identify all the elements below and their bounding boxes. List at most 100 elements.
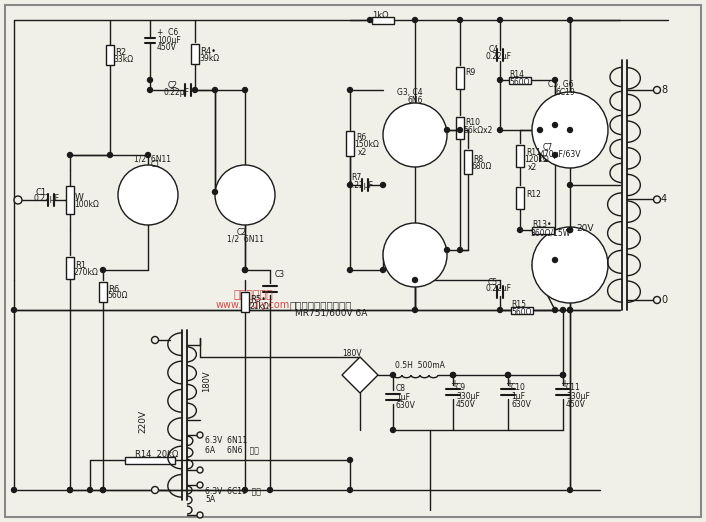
Text: 560Ω: 560Ω [511,308,532,317]
Circle shape [145,152,150,158]
Bar [372,17,394,23]
Circle shape [537,127,542,133]
Text: 0.22μF: 0.22μF [34,194,60,203]
Text: 1μF: 1μF [396,393,410,402]
Circle shape [197,482,203,488]
Text: 1/2  6N11: 1/2 6N11 [134,155,171,164]
Bar [456,117,464,139]
Bar [532,227,554,233]
Text: 1/2  6N11: 1/2 6N11 [227,235,264,244]
Text: 360Ω/15W: 360Ω/15W [530,228,570,237]
Text: 270kΩ: 270kΩ [73,268,98,277]
Text: R6: R6 [356,133,366,142]
Circle shape [450,373,455,377]
Text: 220V: 220V [138,410,147,433]
Circle shape [68,488,73,492]
Text: +  C6: + C6 [157,28,178,37]
Circle shape [118,165,178,225]
Circle shape [553,152,558,158]
Text: 0.22μF: 0.22μF [485,284,511,293]
Text: 摩托罗拉快恢复二极管: 摩托罗拉快恢复二极管 [290,300,352,310]
Circle shape [68,488,73,492]
Text: 39kΩ: 39kΩ [199,54,219,63]
Circle shape [11,307,16,313]
Bar [346,130,354,156]
Text: 180V: 180V [342,349,361,358]
Text: 560Ω: 560Ω [509,78,530,87]
Text: R2: R2 [115,48,126,57]
Circle shape [148,77,152,82]
Text: C2: C2 [168,81,178,90]
Bar [66,257,74,279]
Text: R15: R15 [511,300,526,309]
Circle shape [383,223,447,287]
Text: 120kΩ: 120kΩ [524,155,549,164]
Circle shape [347,457,352,462]
Text: 630V: 630V [396,401,416,410]
Circle shape [107,152,112,158]
Circle shape [505,373,510,377]
Text: 330μF: 330μF [566,392,590,401]
Circle shape [68,152,73,158]
Circle shape [445,247,450,253]
Circle shape [268,488,273,492]
Text: C7: C7 [543,143,553,152]
Circle shape [347,183,352,187]
Circle shape [568,307,573,313]
Circle shape [568,183,573,187]
Circle shape [242,267,248,272]
Circle shape [193,88,198,92]
Circle shape [517,228,522,232]
Text: R1: R1 [75,261,86,270]
Circle shape [553,307,558,313]
Text: R12: R12 [526,190,541,199]
Circle shape [568,127,573,133]
Text: 1μF: 1μF [511,392,525,401]
Circle shape [412,18,417,22]
Bar [456,67,464,89]
Bar [241,292,249,312]
Circle shape [242,267,248,272]
Circle shape [561,307,566,313]
Text: 4: 4 [661,194,667,204]
Text: 6A     6N6   灯丝: 6A 6N6 灯丝 [205,445,259,454]
Text: MR751/600V 6A: MR751/600V 6A [295,308,367,317]
Text: 100μF: 100μF [157,36,181,45]
Text: x2: x2 [528,163,537,172]
Text: x2: x2 [358,148,367,157]
Circle shape [213,189,217,195]
Bar [509,77,531,84]
Text: W: W [75,193,84,202]
Text: 450V: 450V [456,400,476,409]
Circle shape [368,18,373,22]
Circle shape [390,428,395,433]
Circle shape [381,183,385,187]
Circle shape [568,488,573,492]
Text: R9: R9 [465,68,475,77]
Text: C4: C4 [489,45,499,54]
Circle shape [505,373,510,377]
Text: +: + [450,379,458,389]
Text: 150kΩ: 150kΩ [354,140,379,149]
Text: +: + [505,379,513,389]
Text: 0.5H  500mA: 0.5H 500mA [395,361,445,370]
Text: www.dzdiy.com: www.dzdiy.com [216,300,290,310]
Text: R7: R7 [351,173,361,182]
Text: R4•: R4• [200,47,216,56]
Text: 0: 0 [661,295,667,305]
Text: C10: C10 [511,383,526,392]
Circle shape [450,373,455,377]
Circle shape [347,488,352,492]
Text: 20V: 20V [576,224,594,233]
Circle shape [383,103,447,167]
Text: 33kΩ: 33kΩ [113,55,133,64]
Text: 630V: 630V [511,400,531,409]
Text: 100kΩ: 100kΩ [74,200,99,209]
Circle shape [568,228,573,232]
Circle shape [412,278,417,282]
Circle shape [390,373,395,377]
Bar [516,145,524,167]
Circle shape [532,227,608,303]
Bar [516,187,524,209]
Circle shape [553,257,558,263]
